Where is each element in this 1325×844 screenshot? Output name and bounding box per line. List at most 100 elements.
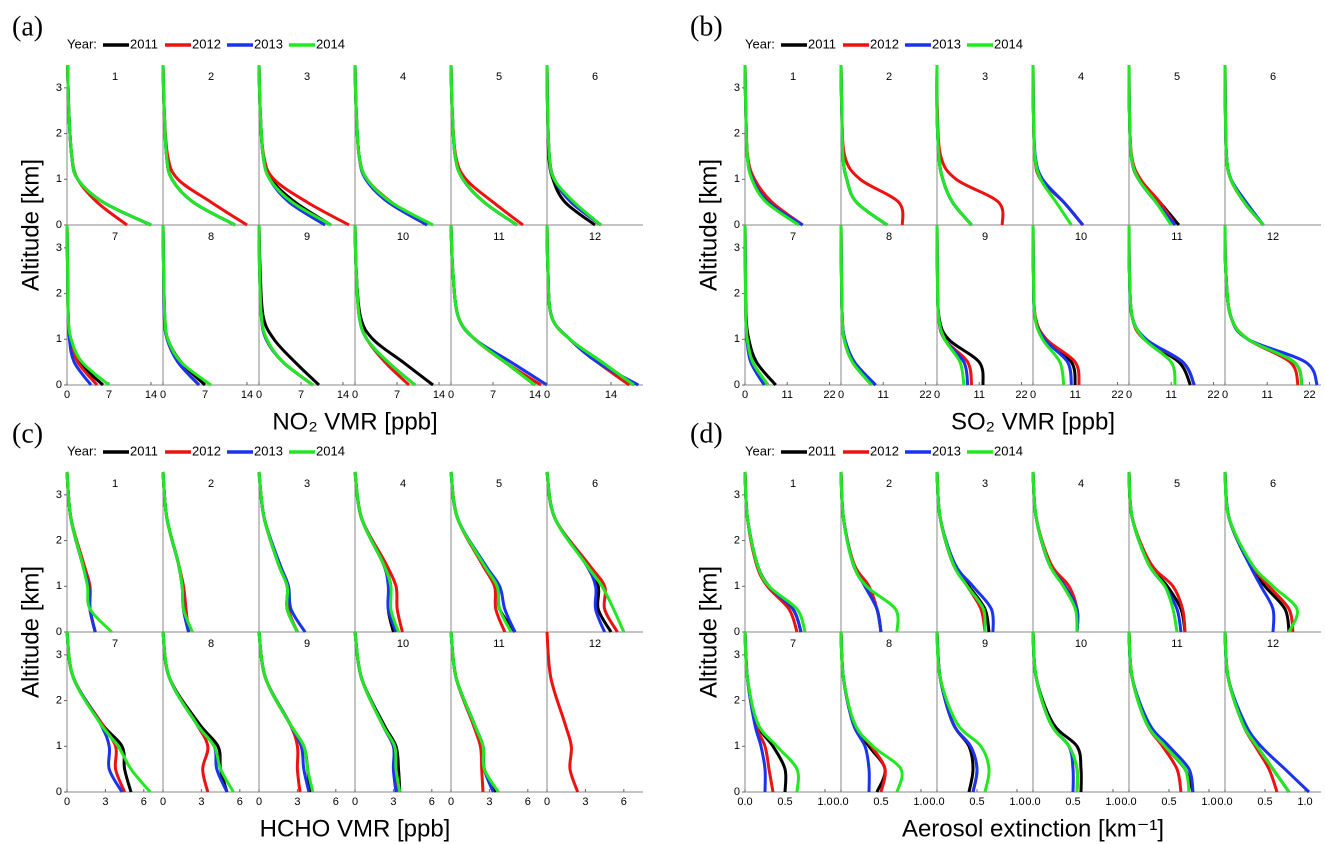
profile-line — [935, 631, 991, 793]
profile-line — [257, 631, 302, 793]
profile-line — [65, 224, 110, 387]
y-tick-label: 3 — [734, 242, 740, 254]
x-tick-label: 0.0 — [929, 796, 944, 808]
profile-line — [449, 631, 500, 793]
subplot-title: 12 — [589, 638, 601, 650]
profile-line — [66, 64, 152, 227]
y-tick-label: 3 — [56, 242, 62, 254]
profile-line — [839, 224, 877, 387]
profile-line — [161, 631, 229, 793]
subplot-title: 10 — [397, 638, 409, 650]
subplot-title: 11 — [493, 638, 504, 650]
y-tick-label: 2 — [56, 287, 62, 299]
legend-label: 2013 — [254, 443, 283, 458]
profile-line — [743, 64, 804, 227]
profile-line — [935, 224, 974, 386]
profile-line — [743, 471, 807, 633]
profile-line — [161, 64, 236, 227]
x-tick-label: 0.5 — [969, 796, 984, 808]
profile-line — [257, 224, 321, 387]
legend-label: 2012 — [192, 36, 221, 51]
panel-label: (c) — [12, 418, 43, 449]
subplot-title: 9 — [982, 231, 988, 243]
y-tick-label: 2 — [56, 127, 62, 139]
x-tick-label: 3 — [294, 796, 300, 808]
profile-line — [65, 631, 133, 793]
x-tick-label: 3 — [198, 796, 204, 808]
x-tick-label: 3 — [390, 796, 396, 808]
profile-line — [161, 224, 212, 387]
profile-line — [257, 471, 299, 633]
profile-line — [839, 64, 888, 227]
x-tick-label: 0 — [448, 389, 454, 401]
legend-label: 2013 — [932, 443, 961, 458]
subplot-title: 4 — [1078, 71, 1084, 83]
x-tick-label: 0.5 — [873, 796, 888, 808]
profile-line — [1031, 64, 1085, 226]
profile-line — [65, 631, 126, 793]
y-tick-label: 1 — [56, 333, 62, 345]
profile-line — [257, 471, 307, 633]
x-tick-label: 22 — [919, 389, 931, 401]
y-tick-label: 1 — [734, 740, 740, 752]
subplot-title: 1 — [112, 478, 118, 490]
profile-line — [449, 64, 518, 227]
subplot-title: 5 — [1174, 478, 1180, 490]
y-tick-label: 0 — [734, 379, 740, 391]
x-tick-label: 0.0 — [1025, 796, 1040, 808]
profile-line — [449, 471, 513, 633]
x-tick-label: 7 — [298, 389, 304, 401]
profile-line — [1223, 471, 1299, 633]
subplot-title: 11 — [1171, 638, 1182, 650]
y-tick-label: 1 — [56, 740, 62, 752]
subplot-title: 8 — [886, 231, 892, 243]
subplot-title: 2 — [208, 71, 214, 83]
subplot-title: 10 — [1075, 638, 1087, 650]
profile-line — [353, 471, 400, 633]
y-tick-label: 2 — [734, 534, 740, 546]
x-tick-label: 6 — [333, 796, 339, 808]
y-tick-label: 3 — [56, 649, 62, 661]
profile-line — [66, 64, 152, 227]
x-tick-label: 22 — [823, 389, 835, 401]
x-tick-label: 22 — [1303, 389, 1315, 401]
legend-title: Year: — [67, 443, 97, 458]
legend-title: Year: — [67, 36, 97, 51]
y-tick-label: 2 — [734, 694, 740, 706]
x-tick-label: 14 — [605, 389, 617, 401]
profile-line — [1031, 224, 1077, 386]
subplot-title: 11 — [493, 231, 504, 243]
x-tick-label: 1.0 — [1105, 796, 1120, 808]
profile-line — [257, 64, 332, 227]
profile-line — [449, 224, 542, 387]
x-tick-label: 0.0 — [1121, 796, 1136, 808]
subplot-title: 3 — [982, 478, 988, 490]
y-tick-label: 3 — [734, 489, 740, 501]
profile-line — [743, 224, 770, 386]
x-tick-label: 7 — [490, 389, 496, 401]
y-tick-label: 0 — [56, 219, 62, 231]
profile-line — [1223, 224, 1304, 386]
profile-line — [1127, 224, 1196, 386]
legend-label: 2013 — [932, 36, 961, 51]
profile-line — [1127, 224, 1196, 386]
profile-line — [1223, 631, 1291, 793]
profile-line — [545, 224, 635, 387]
profile-line — [1031, 224, 1073, 386]
x-tick-label: 1.0 — [1201, 796, 1216, 808]
profile-line — [545, 224, 640, 387]
legend-label: 2013 — [254, 36, 283, 51]
profile-line — [545, 224, 631, 387]
subplot-title: 9 — [304, 231, 310, 243]
x-tick-label: 0 — [64, 389, 70, 401]
x-tick-label: 11 — [782, 389, 793, 401]
profile-line — [66, 64, 128, 227]
profile-line — [1031, 471, 1079, 633]
x-tick-label: 1.0 — [913, 796, 928, 808]
profile-line — [935, 631, 979, 793]
x-tick-label: 0.5 — [1257, 796, 1272, 808]
subplot-title: 8 — [208, 638, 214, 650]
y-tick-label: 0 — [56, 379, 62, 391]
y-tick-label: 2 — [56, 534, 62, 546]
profile-line — [449, 631, 485, 793]
